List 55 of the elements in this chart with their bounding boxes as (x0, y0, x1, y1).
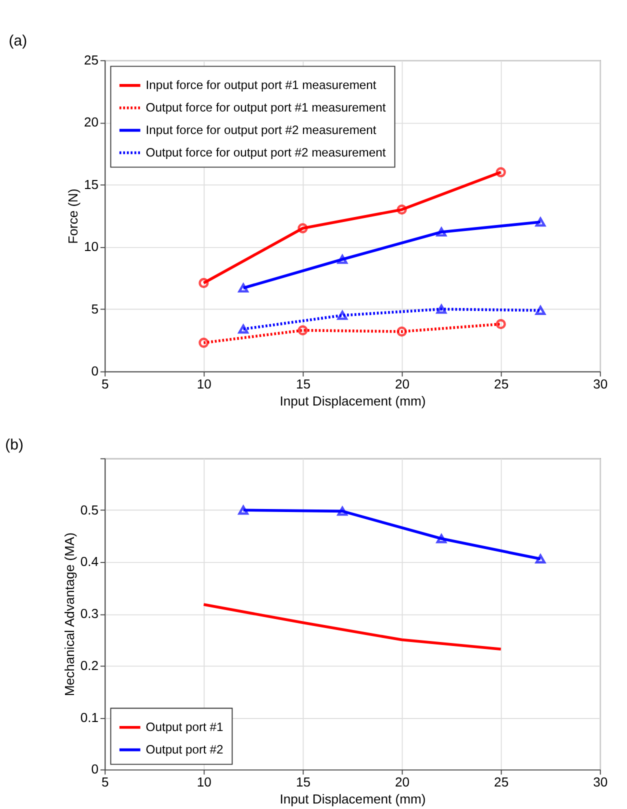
x-tick-label: 30 (593, 376, 608, 392)
y-tick-label: 0.3 (80, 606, 99, 622)
x-tick-label: 25 (494, 774, 509, 790)
x-tick-label: 5 (101, 376, 109, 392)
point (436, 304, 446, 314)
point (535, 554, 546, 564)
y-tick-label: 0.4 (80, 554, 99, 570)
legend-label: Input force for output port #1 measurement (146, 78, 377, 92)
point (337, 506, 348, 516)
y-tick-label: 5 (91, 301, 99, 316)
point (238, 324, 248, 334)
x-tick-label: 30 (593, 774, 608, 790)
x-tick-label: 15 (296, 376, 310, 392)
legend-label: Output force for output port #1 measurement (146, 100, 386, 115)
point (298, 223, 308, 234)
y-tick-label: 20 (84, 114, 99, 130)
point (496, 319, 506, 330)
point (238, 506, 248, 515)
chart-title: (b) (5, 436, 24, 454)
x-axis-title: Input Displacement (mm) (280, 393, 426, 408)
point (198, 338, 209, 348)
chart-title: (a) (8, 32, 28, 50)
point (238, 283, 248, 293)
y-tick-label: 0.5 (80, 502, 99, 518)
point (396, 204, 407, 215)
line-series (202, 603, 502, 651)
y-axis-title: Mechanical Advantage (MA) (62, 532, 77, 696)
point (535, 217, 546, 227)
legend-label: Output force for output port #2 measurement (146, 145, 386, 160)
y-axis-title: Force (N) (65, 188, 80, 244)
point (337, 310, 348, 320)
x-axis-title: Input Displacement (mm) (280, 792, 426, 807)
legend-label: Input force for output port #2 measurement (146, 123, 377, 138)
y-tick-label: 15 (84, 176, 99, 192)
point (436, 534, 446, 544)
y-tick-label: 0.2 (80, 658, 99, 673)
x-tick-label: 5 (101, 774, 109, 790)
x-tick-label: 15 (296, 774, 310, 790)
y-tick-label: 0 (91, 364, 99, 379)
point (396, 326, 407, 337)
point (337, 254, 348, 264)
x-tick-label: 10 (196, 774, 212, 790)
x-tick-label: 10 (196, 376, 212, 392)
y-tick-label: 25 (84, 52, 99, 68)
point (535, 306, 546, 315)
legend-label: Output port #1 (146, 720, 224, 734)
y-tick-label: 10 (84, 239, 99, 254)
x-tick-label: 20 (394, 774, 410, 790)
x-tick-label: 20 (394, 376, 410, 392)
point (436, 227, 446, 237)
y-tick-label: 0 (91, 762, 99, 777)
legend-label: Output port #2 (146, 742, 224, 757)
point (298, 325, 308, 336)
y-tick-label: 0.1 (80, 710, 99, 725)
x-tick-label: 25 (494, 376, 509, 392)
